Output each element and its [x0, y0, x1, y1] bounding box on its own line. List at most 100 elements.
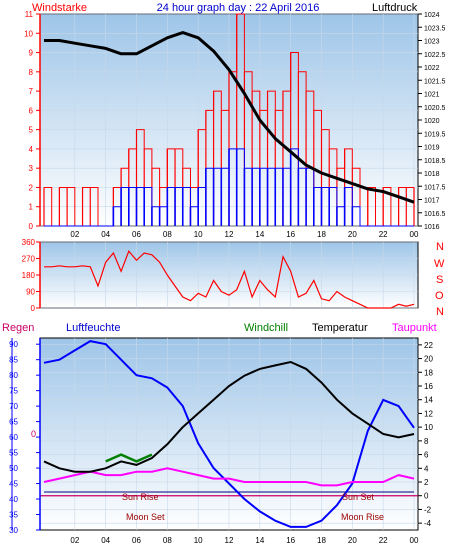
windchill-label: Windchill [244, 322, 288, 334]
wind-avg-series [44, 148, 414, 227]
temperature-series [43, 360, 415, 473]
p1-left-tick-label: 2 [29, 183, 34, 192]
compass-label-w: W [434, 258, 445, 270]
regen-label: Regen [2, 322, 34, 334]
compass-label-o: O [435, 290, 444, 302]
p3-left-tick-label: 90 [9, 340, 18, 349]
humidity-series [43, 340, 415, 528]
p1-right-tick-label: 1016 [424, 224, 440, 231]
p3-x-tick-label: 16 [286, 536, 295, 545]
p2-left-tick-label: 0 [31, 304, 36, 313]
p1-x-tick-label: 00 [410, 230, 419, 239]
p3-right-tick-label: 22 [424, 341, 433, 350]
p3-left-tick-label: 30 [9, 526, 18, 535]
p3-x-tick-label: 14 [255, 536, 264, 545]
p2-left-tick-label: 90 [26, 288, 35, 297]
p1-x-tick-label: 18 [317, 230, 326, 239]
p3-right-tick-label: 14 [424, 396, 433, 405]
p3-left-tick-label: 50 [9, 464, 18, 473]
p1-x-tick-label: 06 [132, 230, 141, 239]
p3-x-tick-label: 20 [348, 536, 357, 545]
p1-left-tick-label: 1 [29, 203, 34, 212]
p3-x-tick-label: 22 [379, 536, 388, 545]
p1-left-tick-label: 3 [29, 164, 34, 173]
p3-right-tick-label: -4 [424, 519, 432, 528]
compass-label-n-bottom: N [436, 306, 444, 318]
p3-left-tick-label: 55 [9, 449, 18, 458]
p1-left-tick-label: 8 [29, 68, 34, 77]
p1-x-tick-label: 22 [379, 230, 388, 239]
p1-x-tick-label: 04 [101, 230, 110, 239]
p1-x-tick-label: 20 [348, 230, 357, 239]
p3-left-tick-label: 85 [9, 356, 18, 365]
p3-right-tick-label: 12 [424, 409, 433, 418]
p2-left-tick-label: 270 [22, 255, 36, 264]
p3-x-tick-label: 06 [132, 536, 141, 545]
p3-left-tick-label: 75 [9, 387, 18, 396]
sun-rise-label: Sun Rise [122, 492, 159, 502]
p1-right-tick-label: 1018 [424, 171, 440, 178]
p3-left-tick-label: 60 [9, 433, 18, 442]
sun-set-label: Sun Set [342, 492, 375, 502]
p1-left-tick-label: 10 [24, 29, 33, 38]
p1-left-tick-label: 5 [29, 126, 34, 135]
p3-left-tick-label: 65 [9, 418, 18, 427]
p1-right-tick-label: 1019 [424, 145, 440, 152]
p1-right-tick-label: 1019.5 [424, 131, 446, 138]
p1-x-tick-label: 10 [194, 230, 203, 239]
p1-right-tick-label: 1022.5 [424, 52, 446, 59]
p1-right-tick-label: 1016.5 [424, 211, 446, 218]
p1-right-tick-label: 1024 [424, 12, 440, 19]
p3-right-tick-label: 10 [424, 423, 433, 432]
windstarke-label: Windstarke [32, 2, 87, 14]
moon-set-label: Moon Set [126, 512, 165, 522]
p1-right-tick-label: 1021 [424, 92, 440, 99]
p1-right-tick-label: 1021.5 [424, 78, 446, 85]
taupunkt-label: Taupunkt [392, 322, 437, 334]
p1-left-tick-label: 7 [29, 87, 34, 96]
p1-left-tick-label: 9 [29, 49, 34, 58]
p3-left-tick-label: 45 [9, 480, 18, 489]
compass-label-n-top: N [436, 241, 444, 253]
p3-x-tick-label: 18 [317, 536, 326, 545]
p3-right-tick-label: 6 [424, 451, 429, 460]
p1-right-tick-label: 1023 [424, 39, 440, 46]
p1-right-tick-label: 1023.5 [424, 25, 446, 32]
p3-left-tick-label: 35 [9, 511, 18, 520]
p3-right-tick-label: 20 [424, 355, 433, 364]
windchill-series [105, 453, 153, 463]
p1-right-tick-label: 1022 [424, 65, 440, 72]
p3-x-tick-label: 08 [163, 536, 172, 545]
p1-x-tick-label: 16 [286, 230, 295, 239]
p1-x-tick-label: 12 [225, 230, 234, 239]
dewpoint-series [43, 467, 415, 487]
p3-right-tick-label: 2 [424, 478, 429, 487]
p3-right-tick-label: 16 [424, 382, 433, 391]
p1-x-tick-label: 08 [163, 230, 172, 239]
p1-left-tick-label: 4 [29, 145, 34, 154]
p1-x-tick-label: 14 [255, 230, 264, 239]
luftdruck-label: Luftdruck [372, 2, 418, 14]
p1-right-tick-label: 1017 [424, 198, 440, 205]
p3-right-tick-label: 4 [424, 464, 429, 473]
p3-x-tick-label: 00 [410, 536, 419, 545]
temperatur-label: Temperatur [312, 322, 368, 334]
luftfeuchte-label: Luftfeuchte [66, 322, 120, 334]
p1-right-tick-label: 1020.5 [424, 105, 446, 112]
compass-label-s: S [436, 274, 443, 286]
p1-left-tick-label: 11 [25, 10, 34, 19]
p3-right-tick-label: 0 [424, 492, 429, 501]
p3-x-tick-label: 12 [225, 536, 234, 545]
wind-direction-series [44, 250, 415, 309]
p2-left-tick-label: 360 [22, 238, 36, 247]
pressure-series [44, 31, 415, 204]
p3-right-tick-label: 18 [424, 368, 433, 377]
p3-left-tick-label: 80 [9, 371, 18, 380]
p1-right-tick-label: 1017.5 [424, 184, 446, 191]
p1-left-tick-label: 0 [29, 222, 34, 231]
p3-left-tick-label: 70 [9, 402, 18, 411]
p3-x-tick-label: 04 [101, 536, 110, 545]
wind-gust-series [44, 13, 414, 227]
